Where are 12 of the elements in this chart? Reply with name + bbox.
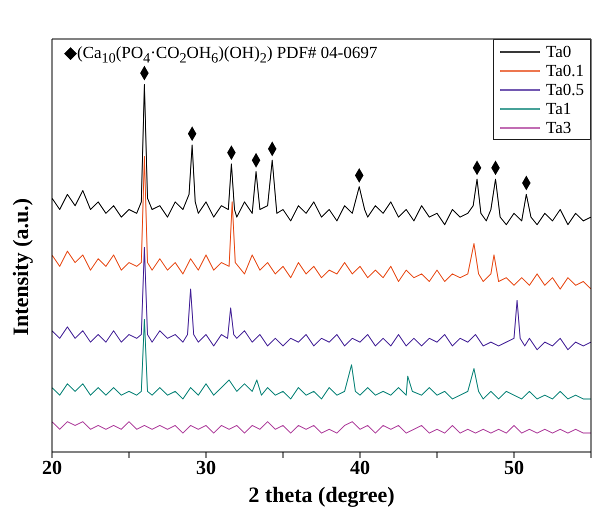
y-axis-title: Intensity (a.u.) [8, 198, 33, 336]
legend-label: Ta1 [546, 99, 572, 118]
x-axis-title: 2 theta (degree) [248, 482, 395, 507]
legend-label: Ta0.1 [546, 61, 584, 80]
x-tick-label: 20 [42, 457, 62, 480]
legend-label: Ta0.5 [546, 80, 584, 99]
legend-label: Ta0 [546, 42, 572, 61]
x-tick-label: 30 [196, 457, 216, 480]
x-tick-label: 40 [350, 457, 370, 480]
text: ◆(Ca$_{10}$(PO$_{4}$·CO$_{2}$OH$_{6}$)(OH)$_{2}$) PDF# 04-0697 [64, 43, 378, 66]
legend-label: Ta3 [546, 118, 572, 137]
x-tick-label: 50 [504, 457, 524, 480]
